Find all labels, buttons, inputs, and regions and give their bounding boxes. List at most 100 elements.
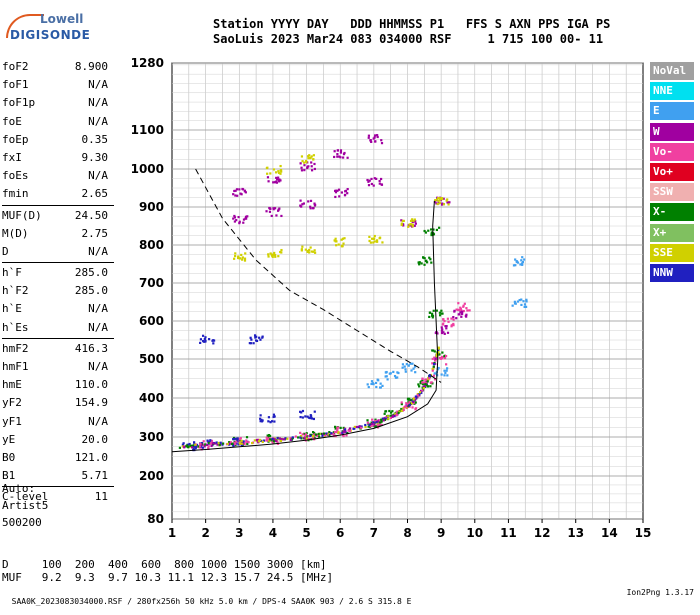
param-separator	[2, 262, 114, 264]
trace-point-vo	[233, 441, 236, 444]
trace-point-e	[405, 363, 408, 366]
trace-point-x	[422, 256, 425, 259]
main-trace-point	[408, 403, 411, 407]
trace-point-vo	[369, 424, 372, 428]
main-trace-point	[284, 437, 287, 440]
main-trace-point	[189, 444, 192, 447]
trace-point-x	[388, 409, 391, 413]
main-trace-point	[437, 350, 440, 354]
trace-point-sse	[373, 234, 376, 238]
x-tick-label: 2	[201, 526, 209, 540]
trace-point-e	[513, 300, 516, 303]
main-trace-point	[205, 443, 209, 447]
trace-point-e	[514, 264, 517, 267]
trace-point-x	[313, 431, 316, 435]
trace-point-sse	[300, 249, 303, 252]
trace-point-w	[455, 317, 458, 320]
main-trace-point	[406, 405, 410, 408]
trace-point-nnw	[240, 444, 243, 447]
trace-point-nnw	[267, 416, 271, 419]
trace-point-sse	[438, 201, 441, 205]
trace-point-vo	[458, 308, 461, 312]
trace-point-w	[452, 315, 455, 319]
trace-point-x	[409, 399, 412, 402]
trace-point-sse	[267, 255, 270, 258]
param-key: B1	[2, 469, 16, 483]
main-trace-point	[384, 416, 387, 419]
trace-point-x	[339, 426, 342, 429]
trace-point-vo	[411, 406, 414, 409]
trace-point-vo	[457, 308, 460, 311]
trace-point-w	[433, 200, 437, 203]
legend-item-nne: NNE	[650, 82, 694, 101]
trace-point-e	[511, 304, 514, 307]
trace-point-x	[423, 257, 426, 260]
trace-point-w	[344, 189, 348, 192]
trace-point-nnw	[259, 338, 262, 341]
trace-point-e	[444, 371, 447, 374]
trace-point-sse	[369, 241, 372, 244]
y-tick-label: 300	[139, 430, 164, 444]
y-tick-label: 800	[139, 238, 164, 252]
main-trace-point	[247, 441, 250, 444]
trace-point-sse	[271, 255, 274, 258]
trace-point-x	[433, 350, 436, 353]
trace-point-x	[373, 425, 376, 428]
trace-point-nnw	[270, 420, 274, 423]
param-value: 285.0	[74, 266, 108, 280]
trace-point-x	[421, 383, 425, 386]
main-trace-point	[434, 359, 437, 362]
param-row-fof2: foF2 8.900	[2, 58, 112, 76]
main-trace-point	[428, 377, 431, 380]
main-trace-point	[381, 417, 384, 420]
trace-point-x	[430, 231, 433, 234]
trace-point-w	[333, 150, 336, 153]
main-trace-point	[314, 433, 318, 436]
main-trace-point	[353, 425, 356, 429]
main-trace-point	[419, 389, 423, 392]
y-tick-label: 500	[139, 352, 164, 366]
x-tick-label: 8	[403, 526, 411, 540]
trace-point-nnw	[307, 416, 310, 419]
trace-point-e	[375, 385, 378, 389]
trace-point-sse	[301, 160, 304, 163]
auto-artist: Artist5	[2, 499, 49, 512]
trace-point-w	[238, 220, 241, 223]
main-trace-point	[275, 439, 278, 443]
trace-point-vo	[414, 407, 418, 410]
trace-point-sse	[237, 256, 240, 259]
trace-point-sse	[335, 240, 338, 243]
trace-point-w	[343, 151, 346, 155]
trace-point-x	[438, 311, 442, 314]
trace-point-sse	[270, 253, 273, 256]
trace-point-e	[386, 378, 389, 381]
trace-point-w	[380, 183, 384, 186]
main-trace-point	[341, 431, 344, 434]
trace-point-x	[391, 410, 394, 413]
param-row-d: D N/A	[2, 243, 112, 261]
trace-point-x	[428, 315, 431, 319]
logo-line1: Lowell	[40, 12, 84, 26]
trace-point-w	[334, 195, 337, 199]
trace-point-e	[521, 260, 525, 264]
trace-point-vo	[455, 308, 458, 311]
trace-point-nnw	[199, 338, 203, 341]
trace-point-vo	[245, 439, 248, 442]
trace-point-nnw	[259, 414, 262, 417]
trace-point-e	[522, 300, 525, 303]
trace-point-vo	[312, 436, 315, 439]
trace-point-nnw	[208, 338, 211, 341]
trace-point-vo	[301, 433, 304, 436]
main-trace-point	[416, 392, 420, 396]
trace-point-nnw	[199, 341, 202, 344]
trace-point-e	[401, 363, 405, 366]
trace-point-w	[435, 202, 438, 205]
trace-point-sse	[304, 248, 307, 251]
trace-point-w	[459, 311, 462, 314]
trace-point-e	[404, 370, 407, 373]
trace-point-sse	[334, 237, 337, 240]
trace-point-x	[389, 414, 392, 417]
trace-point-e	[404, 368, 407, 371]
param-value: 110.0	[74, 378, 108, 392]
trace-point-e	[385, 370, 388, 374]
